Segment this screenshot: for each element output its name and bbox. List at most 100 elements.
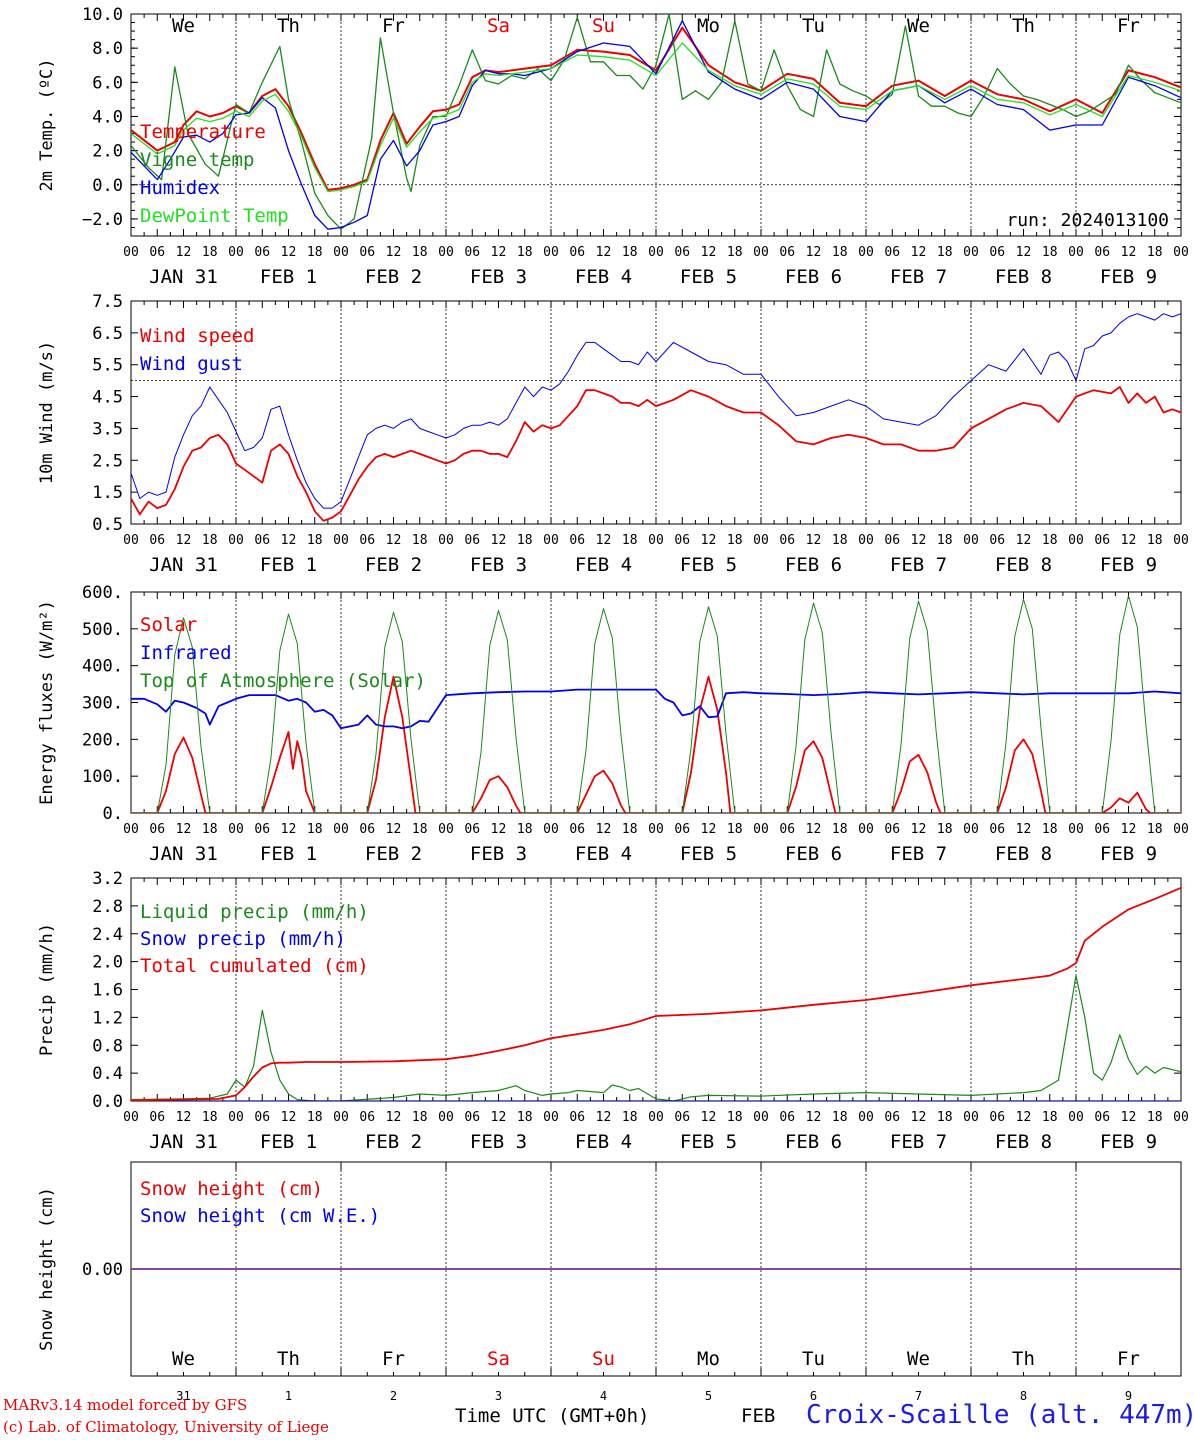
legend-entry: Wind gust: [140, 353, 243, 375]
hour-tick-label: 00: [963, 822, 979, 837]
hour-tick-label: 06: [464, 1110, 480, 1125]
hour-tick-label: 06: [989, 245, 1005, 260]
hour-tick-label: 00: [1173, 245, 1189, 260]
date-label: FEB 1: [260, 843, 317, 865]
date-label: FEB 1: [260, 266, 317, 288]
y-tick-label: 7.5: [92, 292, 123, 312]
y-tick-label: 2.0: [92, 142, 123, 162]
hour-tick-label: 06: [359, 822, 375, 837]
y-tick-label: 4.5: [92, 388, 123, 408]
station-label: Croix-Scaille (alt. 447m): [806, 1400, 1194, 1430]
weekday-label: Th: [277, 1348, 300, 1370]
hour-tick-label: 18: [1147, 822, 1163, 837]
hour-tick-label: 12: [176, 533, 192, 548]
series-group: [131, 595, 1181, 813]
series-dewpoint-temp: [131, 42, 1181, 193]
hour-tick-label: 18: [202, 822, 218, 837]
y-tick-label: 6.5: [92, 324, 123, 344]
y-tick-label: 3.2: [92, 869, 123, 889]
hour-tick-label: 18: [727, 1110, 743, 1125]
hour-tick-label: 18: [202, 1110, 218, 1125]
date-label: FEB 8: [995, 554, 1052, 576]
hour-tick-label: 00: [963, 533, 979, 548]
y-tick-label: 400.: [82, 657, 123, 677]
weekday-label: Fr: [1117, 1348, 1140, 1370]
hour-tick-label: 00: [123, 1110, 139, 1125]
weekday-label: Th: [277, 15, 300, 37]
hour-tick-label: 06: [254, 1110, 270, 1125]
hour-tick-label: 06: [674, 533, 690, 548]
hour-tick-label: 06: [884, 1110, 900, 1125]
hour-tick-label: 18: [517, 245, 533, 260]
series-group: [131, 886, 1181, 1101]
day-number-label: 5: [705, 1389, 712, 1403]
hour-tick-label: 00: [438, 245, 454, 260]
hour-tick-label: 06: [989, 533, 1005, 548]
hour-tick-label: 06: [779, 533, 795, 548]
date-label: FEB 3: [470, 266, 527, 288]
hour-tick-label: 18: [307, 533, 323, 548]
date-label: JAN 31: [149, 554, 218, 576]
date-label: FEB 6: [785, 554, 842, 576]
date-label: FEB 4: [575, 266, 632, 288]
hour-tick-label: 18: [307, 245, 323, 260]
weekday-label: We: [907, 1348, 930, 1370]
hour-tick-label: 12: [1016, 1110, 1032, 1125]
y-tick-label: 1.2: [92, 1008, 123, 1028]
hour-tick-label: 06: [1094, 822, 1110, 837]
hour-tick-label: 00: [438, 822, 454, 837]
y-tick-label: 0.5: [92, 515, 123, 535]
hour-tick-label: 06: [464, 245, 480, 260]
hour-tick-label: 06: [569, 533, 585, 548]
day-number-label: 9: [1125, 1389, 1132, 1403]
hour-tick-label: 12: [281, 245, 297, 260]
hour-tick-label: 18: [832, 245, 848, 260]
legend-entry: Top of Atmosphere (Solar): [140, 670, 426, 692]
y-tick-label: 200.: [82, 730, 123, 750]
date-label: FEB 1: [260, 1131, 317, 1153]
hour-tick-label: 00: [648, 533, 664, 548]
y-axis-label: Snow height (cm): [37, 1187, 57, 1351]
hour-tick-label: 12: [806, 245, 822, 260]
date-label: FEB 7: [890, 554, 947, 576]
hour-tick-label: 06: [989, 1110, 1005, 1125]
date-label: FEB 9: [1100, 1131, 1157, 1153]
date-label: FEB 8: [995, 1131, 1052, 1153]
hour-tick-label: 00: [333, 245, 349, 260]
hour-tick-label: 00: [1068, 533, 1084, 548]
hour-tick-label: 12: [176, 822, 192, 837]
hour-tick-label: 06: [464, 533, 480, 548]
hour-tick-label: 12: [386, 245, 402, 260]
hour-tick-label: 18: [937, 533, 953, 548]
series-group: [131, 313, 1181, 522]
hour-tick-label: 12: [386, 533, 402, 548]
y-tick-label: 0.0: [92, 176, 123, 196]
hour-tick-label: 12: [701, 533, 717, 548]
hour-tick-label: 18: [1042, 822, 1058, 837]
month-label: FEB: [741, 1405, 776, 1427]
date-label: FEB 7: [890, 843, 947, 865]
weekday-label: Mo: [697, 15, 720, 37]
hour-tick-label: 12: [806, 533, 822, 548]
weekday-label: Mo: [697, 1348, 720, 1370]
weekday-label: Su: [592, 15, 615, 37]
hour-tick-label: 00: [963, 1110, 979, 1125]
y-tick-label: 1.5: [92, 483, 123, 503]
weekday-label: We: [172, 15, 195, 37]
legend-entry: Humidex: [140, 177, 220, 199]
hour-tick-label: 06: [359, 1110, 375, 1125]
weekday-label: Su: [592, 1348, 615, 1370]
y-tick-label: −2.0: [82, 210, 123, 230]
hour-tick-label: 12: [1121, 245, 1137, 260]
date-label: FEB 5: [680, 266, 737, 288]
hour-tick-label: 12: [911, 1110, 927, 1125]
hour-tick-label: 00: [753, 533, 769, 548]
hour-tick-label: 06: [989, 822, 1005, 837]
hour-tick-label: 00: [1068, 245, 1084, 260]
hour-tick-label: 12: [176, 245, 192, 260]
hour-tick-label: 06: [254, 245, 270, 260]
hour-tick-label: 06: [1094, 1110, 1110, 1125]
hour-tick-label: 00: [123, 245, 139, 260]
hour-tick-label: 12: [596, 1110, 612, 1125]
hour-tick-label: 06: [569, 822, 585, 837]
